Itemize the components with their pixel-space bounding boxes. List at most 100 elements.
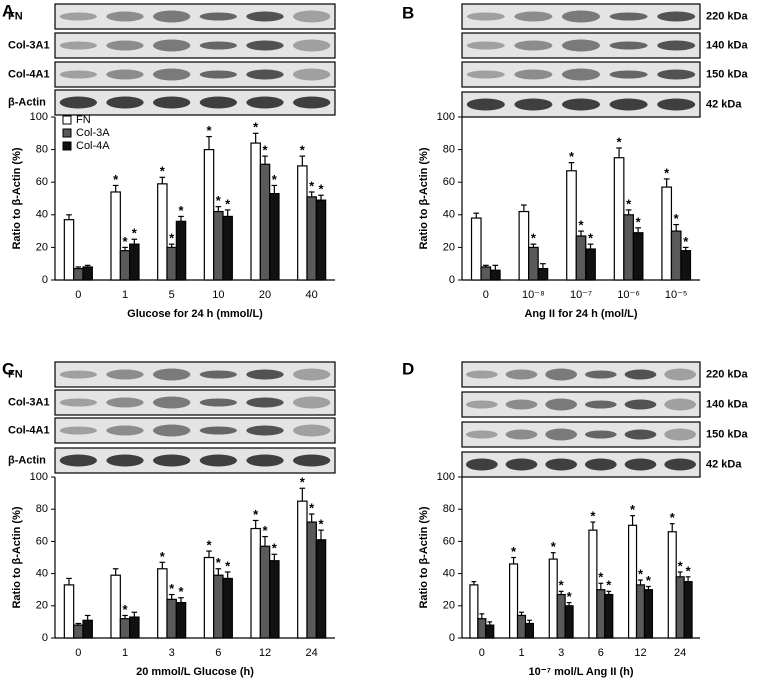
bar (643, 589, 654, 639)
bar (129, 243, 140, 281)
significance-star: * (606, 578, 612, 593)
blot-band (466, 12, 505, 21)
blot-band (106, 69, 144, 80)
x-tick-label: 0 (479, 647, 485, 659)
blot-band (246, 11, 284, 22)
significance-star: * (309, 500, 315, 515)
blot-band (545, 368, 578, 381)
bar (548, 558, 558, 639)
blot-strip (54, 447, 336, 474)
blot-band (246, 96, 284, 109)
y-tick-label: 40 (36, 568, 48, 580)
legend-label: Col-4A (76, 140, 110, 152)
blot-band (584, 400, 617, 409)
bar (166, 246, 177, 281)
bar (509, 563, 519, 639)
blot-band (293, 10, 331, 23)
blot-band (293, 396, 331, 409)
blot-band (465, 370, 498, 379)
bar (73, 267, 84, 281)
bar (297, 165, 308, 281)
x-tick-label: 10⁻⁷ (570, 289, 592, 301)
x-tick-label: 0 (75, 647, 81, 659)
significance-star: * (567, 589, 573, 604)
blot-label: 42 kDa (706, 98, 742, 110)
bar (524, 622, 535, 639)
blot-band (199, 454, 237, 467)
bar (613, 157, 625, 281)
x-tick-label: 12 (259, 647, 271, 659)
bar (306, 196, 317, 281)
significance-star: * (300, 143, 306, 158)
blot-label: Col-4A1 (8, 68, 50, 80)
blot-band (199, 398, 237, 407)
y-tick-label: 0 (449, 274, 455, 286)
blot-label: FN (8, 10, 23, 22)
blot-band (664, 458, 697, 471)
y-tick-label: 80 (36, 144, 48, 156)
x-tick-label: 20 (259, 289, 271, 301)
blot-band (153, 424, 191, 437)
blot-band (664, 428, 697, 441)
blot-band (514, 98, 553, 111)
significance-star: * (160, 549, 166, 564)
blot-band (505, 429, 538, 440)
blot-band (106, 11, 144, 22)
bar (297, 500, 308, 639)
significance-star: * (678, 558, 684, 573)
significance-star: * (132, 226, 138, 241)
bar (222, 215, 233, 281)
significance-star: * (674, 211, 680, 226)
significance-star: * (113, 172, 119, 187)
bar (585, 248, 596, 281)
blot-strip (54, 389, 336, 416)
bar (537, 267, 549, 281)
blot-band (106, 397, 144, 408)
panel-letter: A (2, 1, 14, 20)
significance-star: * (559, 578, 565, 593)
bar (528, 246, 539, 281)
bar (175, 601, 187, 639)
blot-band (624, 369, 657, 380)
blot-band (246, 397, 284, 408)
bar (588, 529, 598, 639)
blot-band (609, 41, 648, 50)
bar (269, 560, 280, 639)
significance-star: * (664, 165, 670, 180)
blot-band (59, 96, 97, 109)
y-tick-label: 80 (443, 503, 455, 515)
blot-band (59, 398, 97, 407)
panel: B 220 kDa 140 kDa 150 kDa 42 kDa 0 20 40 60 80 100… (402, 3, 748, 320)
bar (575, 235, 587, 281)
blot-band (199, 370, 237, 379)
significance-star: * (225, 196, 231, 211)
bar (477, 618, 487, 639)
x-tick-label: 12 (634, 647, 646, 659)
blot-band (59, 426, 97, 435)
bar (470, 217, 482, 281)
x-tick-label: 10⁻⁵ (665, 289, 688, 301)
blot-band (106, 96, 144, 109)
x-axis-title: 10⁻⁷ mol/L Ang II (h) (528, 666, 633, 678)
significance-star: * (272, 541, 278, 556)
bar (110, 574, 121, 639)
x-tick-label: 1 (518, 647, 524, 659)
significance-star: * (551, 539, 557, 554)
bar (661, 186, 673, 281)
blot-band (246, 40, 284, 51)
blot-band (514, 69, 553, 80)
x-axis-title: 20 mmol/L Glucose (h) (136, 666, 254, 678)
bar (635, 584, 646, 639)
blot-band (106, 40, 144, 51)
blot-band (657, 69, 696, 80)
blot-band (59, 454, 97, 467)
blot-strip (54, 417, 336, 444)
blot-band (584, 370, 617, 379)
blot-band (59, 370, 97, 379)
bar (556, 593, 566, 639)
bar (623, 214, 634, 281)
y-tick-label: 0 (42, 632, 48, 644)
x-axis-title: Ang II for 24 h (mol/L) (524, 308, 637, 320)
blot-strip (54, 89, 336, 116)
